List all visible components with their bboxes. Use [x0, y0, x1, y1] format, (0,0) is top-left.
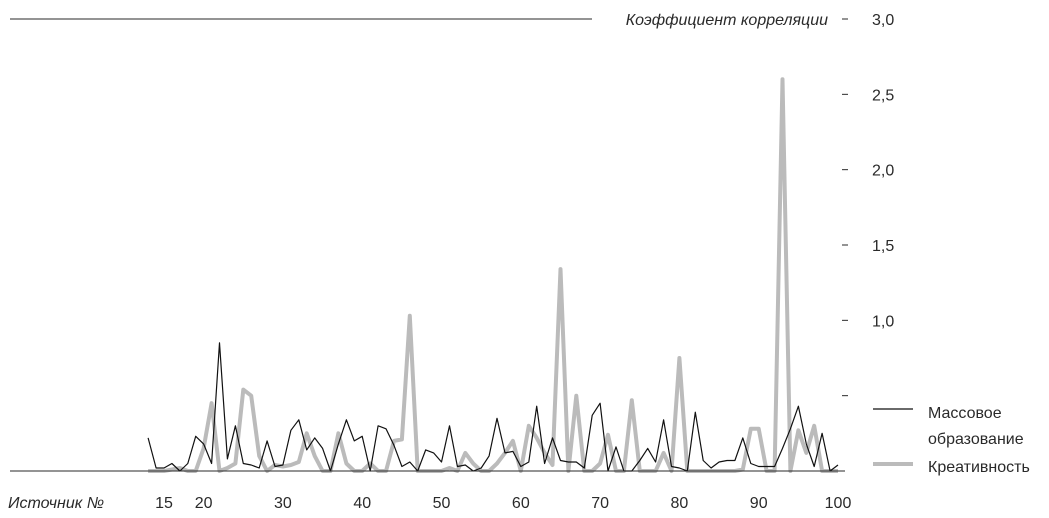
x-tick-label: 70 — [591, 495, 609, 512]
legend-label-mass-education-1: Массовое — [928, 405, 1002, 422]
x-tick-labels: 15 20 30 40 50 60 70 80 90 100 — [155, 495, 851, 512]
y-tick-label: 2,5 — [872, 87, 894, 104]
plot-area — [147, 77, 839, 473]
x-tick-label: 30 — [274, 495, 292, 512]
x-tick-label: 50 — [433, 495, 451, 512]
legend-label-mass-education-2: образование — [928, 431, 1024, 448]
y-tick-label: 3,0 — [872, 12, 894, 29]
series-line-creativity — [148, 77, 838, 473]
x-axis-title: Источник № — [8, 495, 104, 512]
x-tick-label: 90 — [750, 495, 768, 512]
y-axis-title: Коэффициент корреляции — [626, 12, 828, 29]
x-tick-label: 60 — [512, 495, 530, 512]
legend: Массовое образование Креативность — [873, 405, 1030, 476]
y-tick-label: 1,0 — [872, 313, 894, 330]
y-tick-label: 2,0 — [872, 163, 894, 180]
x-tick-label: 80 — [671, 495, 689, 512]
legend-label-creativity: Креативность — [928, 459, 1030, 476]
series-line-mass-education — [147, 342, 839, 472]
x-tick-label: 15 — [155, 495, 173, 512]
x-tick-label: 100 — [825, 495, 852, 512]
y-tick-label: 1,5 — [872, 238, 894, 255]
x-tick-label: 20 — [195, 495, 213, 512]
x-tick-label: 40 — [353, 495, 371, 512]
y-tick-labels: 1,0 1,5 2,0 2,5 3,0 — [842, 12, 894, 397]
